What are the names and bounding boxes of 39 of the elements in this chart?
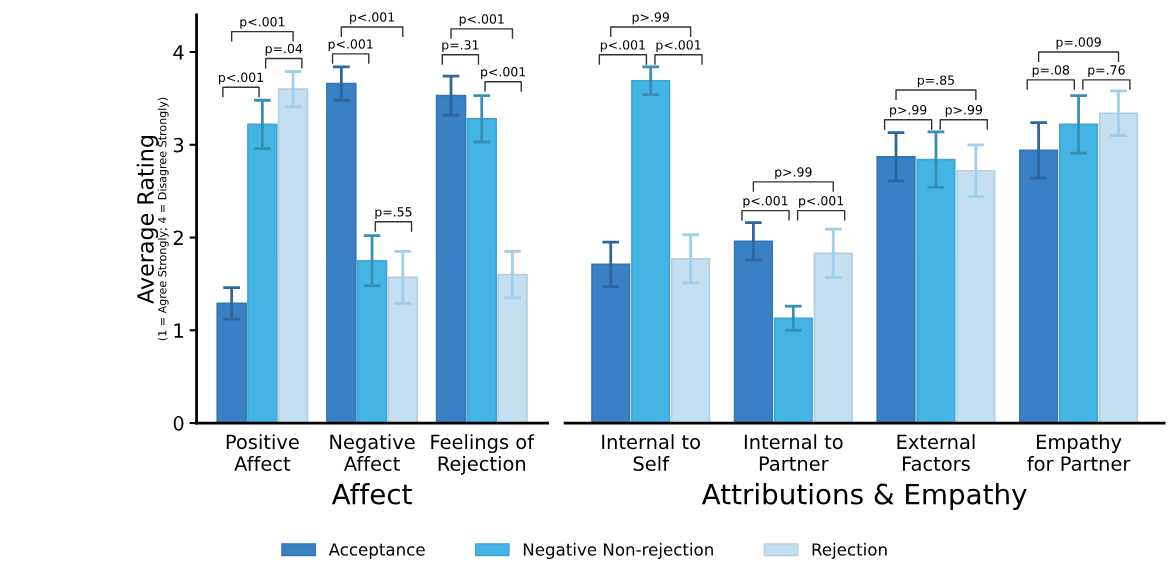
- x-tick-label: Empathy for Partner: [1027, 434, 1131, 471]
- annotation: p<.001: [459, 14, 504, 27]
- annotation: p<.001: [600, 40, 645, 53]
- x-axis-title: Attributions & Empathy: [701, 483, 1027, 510]
- annotation: p<.001: [481, 67, 526, 79]
- legend-label: Acceptance: [328, 543, 425, 559]
- annotation: p>.99: [945, 105, 983, 117]
- annotation: p=.04: [265, 43, 303, 56]
- x-tick-label: Negative Affect: [330, 434, 415, 471]
- annotation: p<.001: [350, 12, 395, 25]
- y-tick-label: 3: [173, 137, 184, 153]
- annotation: p=.85: [917, 75, 954, 88]
- x-tick-label: Internal to Partner: [744, 434, 843, 471]
- annotation: p>.99: [775, 167, 812, 180]
- annotation: p<.001: [219, 72, 263, 85]
- annotation: p=.76: [1088, 65, 1125, 78]
- annotation: p=.08: [1032, 65, 1070, 78]
- x-tick-label: Feelings of Rejection: [431, 434, 535, 475]
- y-tick-label: 4: [173, 45, 184, 60]
- y-axis-title: Average Rating (1 = Agree Strongly; 4 = Disagree Strongly): [136, 97, 169, 341]
- x-axis-title: Affect: [331, 483, 412, 505]
- annotation: p<.001: [799, 195, 844, 208]
- annotation: p=.31: [442, 40, 479, 53]
- x-tick-label: Positive Affect: [226, 434, 299, 471]
- y-tick-label: 1: [174, 323, 183, 338]
- x-tick-label: Internal to Self: [602, 434, 700, 471]
- annotation: p<.001: [328, 39, 373, 52]
- legend-label: Negative Non-rejection: [523, 542, 713, 559]
- x-tick-label: External Factors: [897, 434, 975, 471]
- annotation: p=.55: [375, 207, 412, 219]
- legend-label: Rejection: [812, 542, 887, 559]
- annotation: p<.001: [743, 195, 788, 208]
- annotation: p>.99: [890, 105, 927, 117]
- y-tick-label: 2: [173, 230, 183, 245]
- annotation: p<.001: [656, 40, 701, 53]
- annotation: p<.001: [240, 16, 285, 29]
- text: p=.009: [1056, 37, 1101, 50]
- y-tick-label: 0: [173, 415, 184, 431]
- text: p>.99: [632, 12, 669, 25]
